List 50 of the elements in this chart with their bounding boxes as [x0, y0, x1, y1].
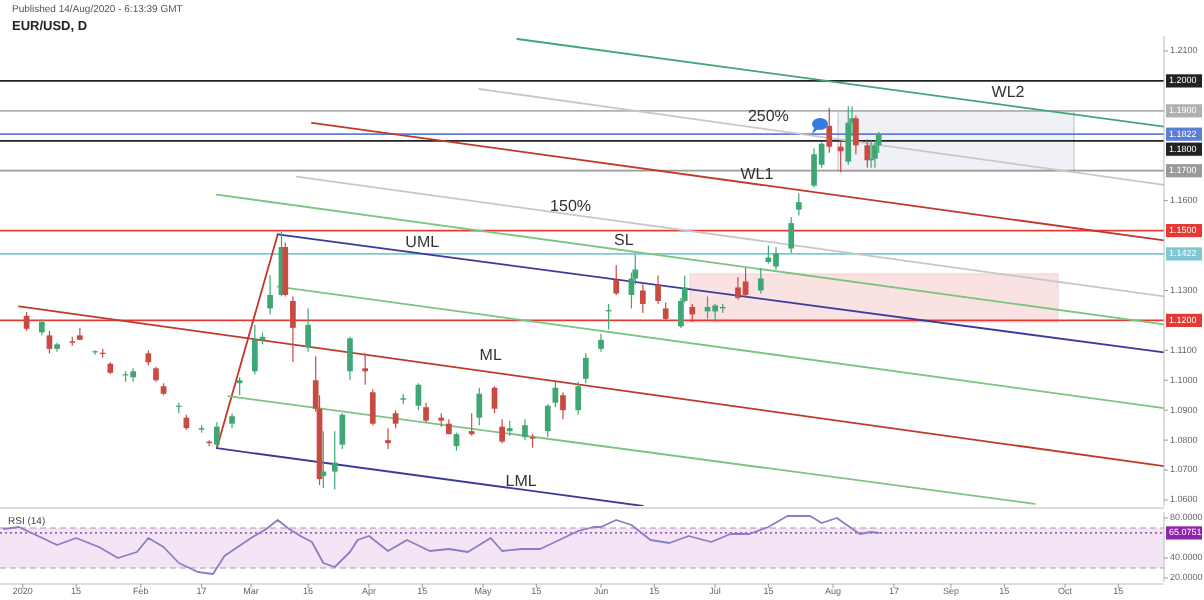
candlestick [872, 140, 878, 169]
candlestick [544, 403, 551, 438]
candlestick [837, 141, 844, 173]
candlestick [522, 418, 528, 441]
candlestick [757, 267, 764, 295]
annotation: 150% [550, 196, 592, 215]
candlestick [362, 352, 369, 386]
line-series [2, 515, 880, 575]
candlestick [476, 387, 483, 426]
candlestick [582, 352, 589, 384]
candlestick [369, 388, 376, 426]
candlestick [331, 430, 338, 491]
candlestick [130, 367, 136, 383]
candlestick [305, 307, 311, 353]
candlestick [826, 107, 833, 154]
candlestick [742, 267, 749, 299]
candlestick [252, 324, 258, 375]
candlestick [499, 418, 505, 444]
candlestick [613, 264, 620, 296]
candlestick [735, 276, 741, 301]
candlestick [811, 147, 817, 188]
candlestick [290, 295, 296, 363]
candlestick [845, 105, 852, 166]
candlestick [560, 391, 566, 420]
annotation: WL2 [991, 82, 1026, 101]
candlestick [864, 138, 871, 169]
candlestick [795, 192, 802, 217]
candlestick [575, 381, 582, 416]
candlestick [468, 412, 475, 437]
annotation: UML [405, 232, 441, 251]
annotation: ML [479, 346, 503, 365]
annotation: SL [614, 230, 635, 249]
candlestick [788, 216, 795, 254]
annotation: WL1 [740, 164, 775, 183]
annotation: LML [505, 471, 538, 490]
candlestick [853, 114, 859, 155]
candlestick [773, 246, 779, 271]
candlestick [320, 430, 327, 489]
candlestick [282, 241, 289, 298]
candlestick [712, 303, 718, 323]
candlestick [267, 274, 273, 316]
candlestick [640, 283, 646, 314]
candlestick [347, 336, 353, 381]
annotation: 250% [747, 106, 789, 125]
candlestick [423, 402, 429, 423]
candlestick [77, 327, 83, 341]
candlestick [46, 330, 53, 354]
candlestick [655, 274, 661, 305]
candlestick [213, 421, 220, 447]
candlestick [385, 427, 391, 450]
